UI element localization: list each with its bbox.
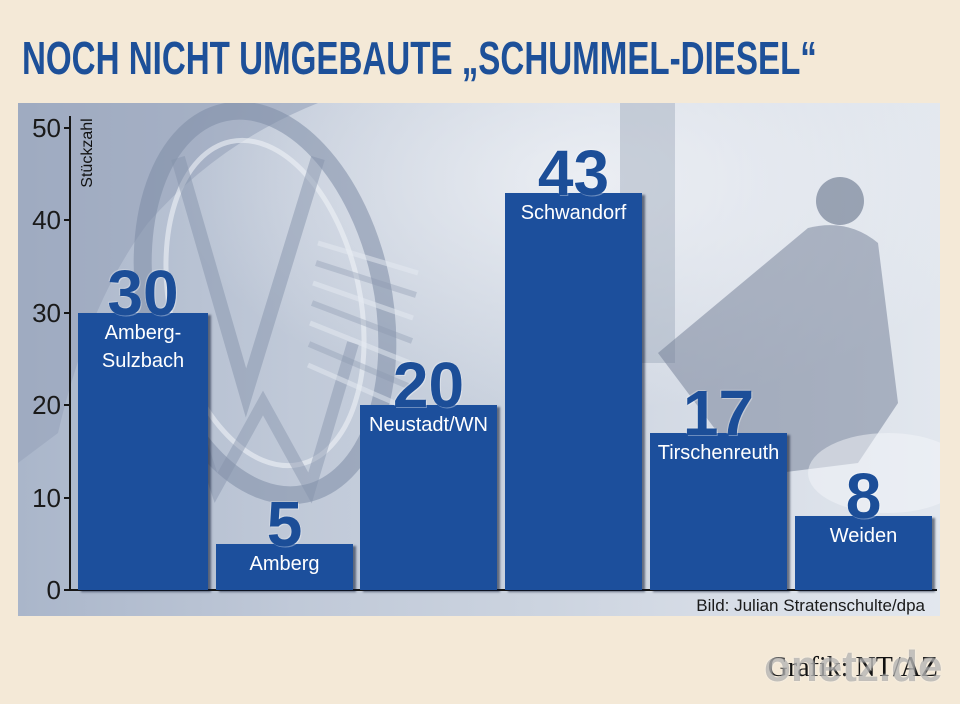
chart-title: NOCH NICHT UMGEBAUTE „SCHUMMEL-DIESEL“ [22,32,817,84]
bar-amberg [216,543,353,590]
bar-tirschenreuth [650,432,787,590]
y-tick-mark [64,127,70,129]
parked-car-highlight [808,433,940,513]
y-axis-label: Stückzahl [79,118,96,188]
value-label-neustadt-wn: 20 [392,349,465,422]
car-logo-v [171,155,325,418]
person-head [816,177,864,225]
person-silhouette [658,225,898,473]
value-label-tirschenreuth: 17 [682,376,755,449]
grill-highlights [306,240,419,411]
bar-weiden [795,516,932,590]
value-label-amberg: 5 [266,487,303,560]
photo-credit: Bild: Julian Stratenschulte/dpa [696,596,925,615]
y-tick-label: 40 [32,205,61,236]
value-label-schwandorf: 43 [537,136,610,209]
bar-amberg-sulzbach [78,312,208,590]
y-tick-mark [64,496,70,499]
bar-label-weiden: Weiden [829,525,898,548]
bar-label-neustadt-wn: Neustadt/WN [369,414,488,437]
value-label-weiden: 8 [845,460,882,533]
y-tick-label: 30 [32,297,61,328]
x-axis-line [69,589,937,591]
bar-label-tirschenreuth: Tirschenreuth [657,441,780,464]
bar-schwandorf [505,192,642,590]
watermark-logo: onetz.de [764,642,943,691]
graphic-source: Grafik: NT/AZ [767,652,938,683]
bar-label-amberg: Amberg [249,552,320,575]
value-label-amberg-sulzbach: 30 [107,256,179,329]
y-tick-mark [64,589,70,591]
bar-neustadt-wn [360,405,497,590]
y-tick-mark [64,404,70,407]
chart-title-container: NOCH NICHT UMGEBAUTE „SCHUMMEL-DIESEL“ [22,30,942,86]
car-body-shape [18,103,318,463]
y-tick-label: 10 [32,482,61,513]
y-tick-label: 50 [32,113,61,143]
y-tick-label: 20 [32,390,61,421]
y-tick-label: 0 [46,575,61,605]
y-tick-mark [64,311,70,314]
y-tick-mark [64,219,70,222]
bar-label-schwandorf: Schwandorf [520,201,627,224]
grill-shadows [307,260,417,389]
bar-label-amberg-sulzbach: Amberg-Sulzbach [101,321,185,372]
y-axis-line [69,116,71,591]
